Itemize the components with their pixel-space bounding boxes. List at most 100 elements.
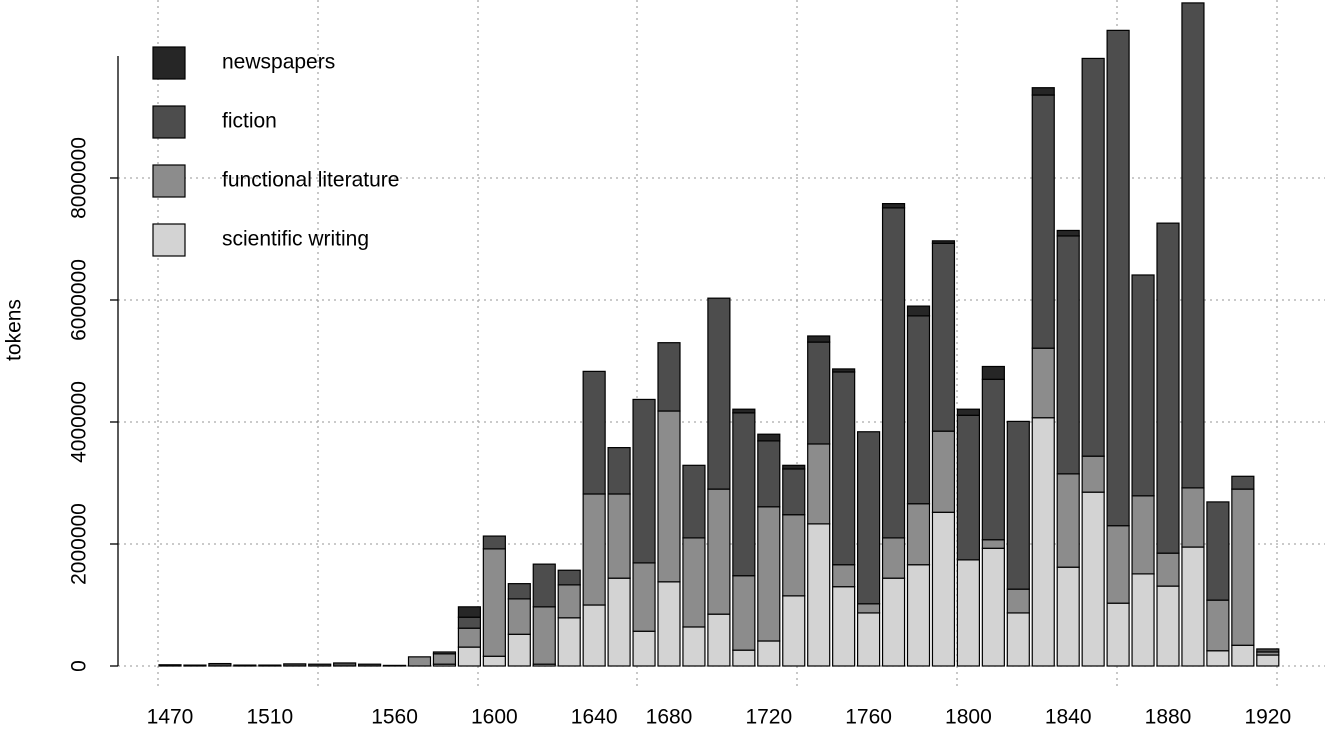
- bar-segment: [1031, 347, 1055, 419]
- legend-label: scientific writing: [222, 228, 369, 251]
- bar-segment: [582, 493, 606, 606]
- bar-segment: [1106, 29, 1130, 527]
- bar-segment: [707, 297, 731, 490]
- legend-swatch: [152, 105, 186, 139]
- bar-segment: [1206, 501, 1230, 601]
- bar-segment: [1006, 612, 1030, 667]
- bar-segment: [856, 603, 881, 614]
- bar-segment: [1031, 87, 1055, 96]
- bar-segment: [682, 626, 706, 667]
- bar-segment: [956, 559, 981, 667]
- legend-label: functional literature: [222, 169, 399, 192]
- x-tick-label: 1510: [246, 706, 293, 729]
- bar-segment: [1081, 57, 1105, 457]
- bar-segment: [557, 584, 581, 619]
- bar-segment: [807, 335, 831, 343]
- bar-segment: [457, 627, 481, 648]
- bar-segment: [981, 378, 1005, 541]
- bar-segment: [607, 493, 631, 579]
- bar-segment: [931, 430, 956, 513]
- bar-segment: [382, 664, 407, 667]
- x-tick-label: 1800: [945, 706, 992, 729]
- bar-segment: [457, 606, 481, 618]
- bar-segment: [956, 414, 981, 561]
- bar-segment: [707, 613, 731, 667]
- bar-segment: [1156, 585, 1180, 667]
- bar-segment: [283, 663, 307, 667]
- bar-segment: [482, 548, 506, 657]
- bar-segment: [732, 412, 756, 577]
- bar-segment: [782, 464, 806, 470]
- bar-segment: [507, 598, 531, 635]
- bar-segment: [832, 371, 856, 566]
- bar-segment: [358, 663, 382, 667]
- x-tick-label: 1840: [1045, 706, 1092, 729]
- bar-segment: [881, 577, 906, 667]
- bar-segment: [1081, 491, 1105, 667]
- bar-segment: [956, 408, 981, 416]
- bar-segment: [457, 646, 481, 667]
- x-tick-label: 1600: [471, 706, 518, 729]
- bar-segment: [582, 370, 606, 495]
- bar-segment: [482, 535, 506, 550]
- bar-segment: [1081, 455, 1105, 493]
- x-tick-label: 1640: [571, 706, 618, 729]
- bar-segment: [981, 547, 1005, 667]
- bar-segment: [208, 662, 232, 667]
- bar-segment: [856, 612, 881, 667]
- bar-segment: [981, 539, 1005, 549]
- legend-label: newspapers: [222, 51, 335, 74]
- bar-segment: [832, 368, 856, 373]
- bar-segment: [931, 240, 956, 244]
- bar-segment: [407, 656, 432, 667]
- bar-segment: [1156, 552, 1180, 587]
- bar-segment: [1131, 495, 1155, 575]
- bar-segment: [1181, 2, 1205, 489]
- x-tick-label: 1680: [646, 706, 693, 729]
- x-tick-label: 1920: [1244, 706, 1291, 729]
- bar-segment: [457, 616, 481, 629]
- bar-segment: [158, 664, 182, 667]
- bar-segment: [532, 606, 556, 665]
- legend-label: fiction: [222, 110, 277, 133]
- bar-segment: [931, 242, 956, 432]
- bar-segment: [1006, 588, 1030, 614]
- bar-segment: [1206, 650, 1230, 667]
- bar-segment: [881, 203, 906, 209]
- bar-segment: [183, 664, 207, 667]
- bar-segment: [757, 640, 781, 667]
- bar-segment: [1056, 566, 1080, 667]
- bar-segment: [807, 341, 831, 445]
- bar-segment: [1256, 648, 1280, 653]
- bar-segment: [1231, 488, 1255, 646]
- bar-segment: [432, 653, 457, 665]
- bar-segment: [258, 664, 282, 667]
- bar-segment: [1106, 525, 1130, 604]
- bar-segment: [807, 523, 831, 667]
- bar-segment: [931, 511, 956, 667]
- y-tick-label: 2000000: [68, 503, 91, 585]
- bar-segment: [1181, 546, 1205, 667]
- bar-segment: [1056, 235, 1080, 475]
- bar-segment: [507, 633, 531, 667]
- bar-segment: [333, 662, 357, 667]
- bar-segment: [233, 664, 257, 667]
- bar-segment: [1056, 473, 1080, 568]
- bar-segment: [507, 583, 531, 600]
- bar-segment: [432, 651, 457, 655]
- x-tick-label: 1470: [147, 706, 194, 729]
- bar-segment: [807, 443, 831, 525]
- bar-segment: [1031, 94, 1055, 349]
- bar-segment: [657, 342, 681, 412]
- bar-segment: [1031, 417, 1055, 667]
- bar-segment: [1106, 602, 1130, 667]
- bar-segment: [1131, 274, 1155, 497]
- bar-segment: [757, 433, 781, 442]
- bar-segment: [1181, 487, 1205, 548]
- bar-segment: [782, 595, 806, 667]
- bar-segment: [906, 305, 931, 317]
- bar-segment: [607, 577, 631, 667]
- bar-segment: [607, 447, 631, 495]
- x-tick-label: 1760: [845, 706, 892, 729]
- bar-segment: [682, 537, 706, 628]
